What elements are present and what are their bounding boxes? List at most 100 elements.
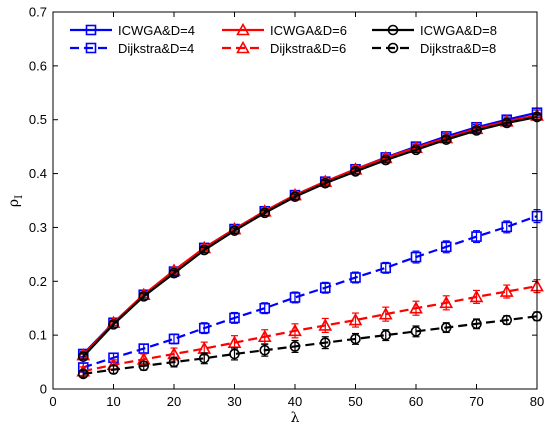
data-point <box>350 272 361 283</box>
series-dijkstra-d-4 <box>77 209 543 373</box>
data-point <box>257 329 272 343</box>
data-point <box>229 348 240 360</box>
legend-entry: Dijkstra&D=4 <box>70 41 194 56</box>
data-point <box>227 335 242 348</box>
legend-entry: ICWGA&D=6 <box>222 22 347 38</box>
data-point <box>440 322 452 333</box>
data-point <box>229 225 240 236</box>
svg-text:ρI: ρI <box>6 195 25 207</box>
x-tick-label: 0 <box>49 394 56 409</box>
data-point <box>350 333 361 345</box>
y-tick-label: 0.5 <box>29 112 47 127</box>
data-point <box>168 333 180 345</box>
y-tick-label: 0.2 <box>29 274 47 289</box>
data-point <box>229 312 240 324</box>
data-point <box>380 329 392 341</box>
data-point <box>439 295 454 309</box>
data-point <box>259 207 271 219</box>
series-line <box>83 285 538 373</box>
legend-marker <box>85 42 97 54</box>
data-point <box>469 289 484 303</box>
series-dijkstra-d-6 <box>76 278 544 377</box>
y-tick-label: 0.7 <box>29 5 47 20</box>
data-point <box>77 368 89 380</box>
series-line <box>82 115 538 358</box>
legend-label: Dijkstra&D=8 <box>420 41 496 56</box>
data-point <box>440 241 452 253</box>
data-point <box>168 356 180 368</box>
data-point <box>380 154 392 166</box>
data-point <box>501 117 513 129</box>
data-point <box>501 314 513 326</box>
legend-entry: Dijkstra&D=6 <box>222 40 346 56</box>
data-point <box>471 318 482 330</box>
data-point <box>198 322 210 334</box>
legend-entry: ICWGA&D=4 <box>70 23 195 38</box>
series-layer <box>76 107 544 380</box>
data-point <box>319 282 331 294</box>
x-tick-label: 70 <box>469 394 483 409</box>
data-point <box>77 351 89 362</box>
y-axis-label-subscript: I <box>14 195 25 199</box>
x-tick-label: 10 <box>106 394 120 409</box>
data-point <box>409 301 423 314</box>
data-point <box>318 318 333 331</box>
y-axis-label: ρI <box>6 195 25 207</box>
tick-layer: 0 10 20 30 40 50 60 70 80 0 0.1 0.2 0.3 0.4 0.5 0.6 0.7 <box>29 5 544 410</box>
data-point <box>288 323 302 337</box>
x-axis-label: λ <box>291 410 300 426</box>
legend-marker <box>236 22 250 36</box>
y-tick-label: 0.4 <box>29 166 47 181</box>
data-point <box>348 312 363 326</box>
data-point <box>319 337 331 348</box>
y-tick-label: 0.3 <box>29 220 47 235</box>
data-point <box>289 341 301 352</box>
data-point <box>440 134 452 145</box>
legend-marker <box>236 40 250 54</box>
x-tick-label: 60 <box>409 394 423 409</box>
data-point <box>259 344 271 356</box>
series-line <box>82 215 538 369</box>
data-point <box>259 302 271 314</box>
legend-entry: ICWGA&D=8 <box>372 23 497 38</box>
legend-marker <box>85 24 97 36</box>
legend-marker <box>387 42 399 54</box>
legend: ICWGA&D=4 ICWGA&D=6 ICWGA&D=8 Dijkstra&D=4 D… <box>70 22 497 56</box>
data-point <box>108 319 119 330</box>
data-point <box>410 251 422 263</box>
y-tick-label: 0.1 <box>29 328 47 343</box>
series-line <box>83 315 538 376</box>
data-point <box>410 326 422 337</box>
x-tick-label: 80 <box>530 394 544 409</box>
x-tick-label: 20 <box>167 394 181 409</box>
legend-label: ICWGA&D=8 <box>420 23 497 38</box>
data-point <box>138 360 150 372</box>
data-point <box>319 177 331 189</box>
data-point <box>138 291 150 302</box>
data-point <box>198 244 210 256</box>
legend-label: Dijkstra&D=4 <box>118 41 194 56</box>
x-tick-label: 40 <box>288 394 302 409</box>
y-tick-label: 0.6 <box>29 58 47 73</box>
data-point <box>289 292 301 303</box>
series-line <box>82 114 538 356</box>
legend-entry: Dijkstra&D=8 <box>372 41 496 56</box>
legend-label: Dijkstra&D=6 <box>270 41 346 56</box>
y-tick-label: 0 <box>40 382 47 397</box>
series-icwga-d-8 <box>77 111 543 362</box>
legend-label: ICWGA&D=6 <box>270 23 347 38</box>
data-point <box>198 353 210 364</box>
data-point <box>410 144 422 156</box>
series-dijkstra-d-8 <box>77 310 543 380</box>
data-point <box>471 231 482 242</box>
x-tick-label: 50 <box>348 394 362 409</box>
x-tick-label: 30 <box>227 394 241 409</box>
data-point <box>289 191 301 203</box>
legend-marker <box>387 24 399 36</box>
data-point <box>168 267 180 279</box>
data-point <box>501 221 513 233</box>
y-axis-label-main: ρ <box>6 199 22 207</box>
data-point <box>471 125 482 136</box>
